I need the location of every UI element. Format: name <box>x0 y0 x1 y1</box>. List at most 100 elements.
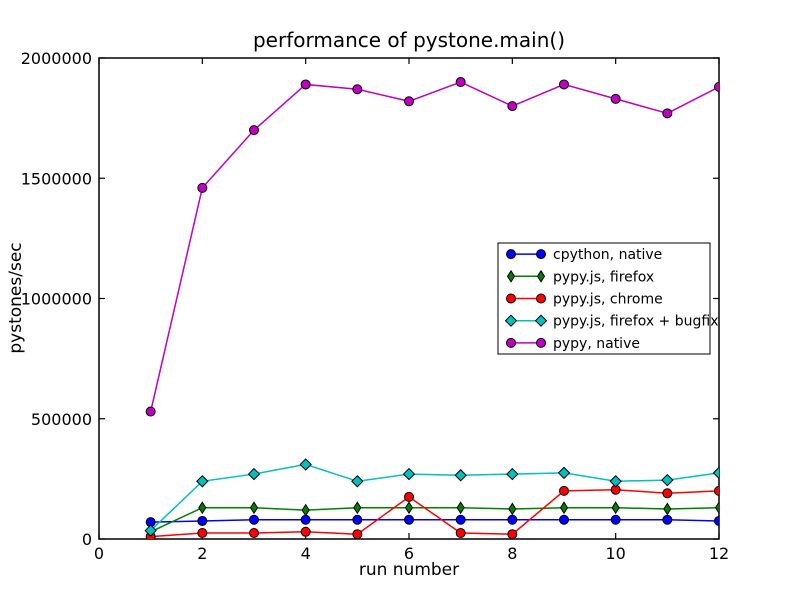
data-point <box>144 524 157 537</box>
legend-item-pypy-js-firefox-bugfix: pypy.js, firefox + bugfix <box>504 314 719 330</box>
data-point <box>301 503 310 517</box>
data-point <box>534 314 548 327</box>
data-point <box>536 269 546 283</box>
chart-title: performance of pystone.main() <box>252 28 566 52</box>
data-point <box>507 514 518 525</box>
data-point <box>559 514 569 525</box>
data-point <box>197 515 208 526</box>
data-point <box>712 466 719 480</box>
data-point <box>198 501 207 515</box>
legend-item-pypy-js-firefox: pypy.js, firefox <box>506 269 654 285</box>
data-point <box>506 293 516 304</box>
legend-item-pypy-native: pypy, native <box>506 336 640 352</box>
series-line <box>149 81 719 412</box>
data-point <box>714 501 719 515</box>
data-point <box>663 502 672 516</box>
x-tick-label: 4 <box>301 544 311 563</box>
x-axis-label: run number <box>358 560 460 580</box>
data-point <box>249 527 259 538</box>
data-point <box>197 182 208 193</box>
data-point <box>197 527 208 538</box>
data-point <box>714 515 719 526</box>
series-pypy-native <box>145 77 719 417</box>
data-point <box>352 514 363 525</box>
data-point <box>455 527 466 538</box>
data-point <box>249 125 259 136</box>
series-line <box>150 506 719 533</box>
data-point <box>536 249 546 260</box>
legend-label: pypy.js, firefox + bugfix <box>553 314 719 330</box>
data-point <box>404 96 414 107</box>
data-point <box>404 514 414 525</box>
data-point <box>352 84 363 95</box>
data-point <box>662 514 673 525</box>
y-tick-label: 0 <box>82 530 92 549</box>
data-point <box>351 475 364 488</box>
y-tick-label: 2000000 <box>21 49 92 68</box>
data-point <box>404 501 414 515</box>
data-point <box>402 467 416 481</box>
legend-label: cpython, native <box>553 247 662 263</box>
legend-item-pypy-js-chrome: pypy.js, chrome <box>506 292 663 308</box>
data-point <box>300 526 311 537</box>
data-point <box>145 406 156 417</box>
data-point <box>661 473 674 487</box>
data-point <box>559 79 569 90</box>
data-point <box>247 467 261 481</box>
data-point <box>610 93 621 104</box>
x-tick-label: 10 <box>605 544 625 563</box>
series-line <box>150 519 719 523</box>
data-point <box>610 514 621 525</box>
legend: cpython, native pypy.js, firefox pypy.js, … <box>497 242 719 355</box>
y-tick-label: 1000000 <box>21 290 92 309</box>
data-point <box>300 514 311 525</box>
data-point <box>353 501 362 515</box>
data-point <box>299 458 312 471</box>
data-point <box>714 485 719 496</box>
data-point <box>507 101 518 112</box>
y-tick-label: 1500000 <box>21 169 92 188</box>
data-point <box>456 501 465 515</box>
series-pypy-js-firefox <box>146 501 719 539</box>
series-line <box>150 463 719 532</box>
data-point <box>249 514 259 525</box>
data-point <box>455 77 466 88</box>
data-point <box>300 79 311 90</box>
data-point <box>249 501 259 515</box>
data-point <box>454 469 467 482</box>
legend-label: pypy.js, firefox <box>553 269 654 285</box>
y-tick-label: 500000 <box>31 410 92 429</box>
x-tick-label: 0 <box>94 544 104 563</box>
data-point <box>506 467 519 481</box>
data-point <box>609 475 622 488</box>
data-point <box>507 529 518 539</box>
data-point <box>506 249 516 260</box>
data-point <box>559 501 569 515</box>
data-point <box>504 314 518 327</box>
legend-label: pypy.js, chrome <box>553 292 663 308</box>
series-cpython-native <box>145 514 719 528</box>
data-point <box>352 529 363 539</box>
data-point <box>536 293 546 304</box>
x-tick-label: 6 <box>404 544 414 563</box>
data-point <box>536 337 546 348</box>
data-point <box>508 502 517 516</box>
data-point <box>404 491 414 502</box>
x-tick-label: 8 <box>507 544 517 563</box>
series-pypy-js-firefox-bugfix <box>144 458 719 537</box>
legend-item-cpython-native: cpython, native <box>506 247 662 263</box>
x-tick-label: 2 <box>197 544 207 563</box>
data-point <box>559 485 569 496</box>
series-pypy-js-chrome <box>145 484 719 539</box>
data-point <box>196 475 209 488</box>
legend-label: pypy, native <box>553 336 640 352</box>
data-point <box>455 514 466 525</box>
series-line <box>150 488 719 538</box>
data-point <box>506 337 516 348</box>
data-point <box>506 269 516 283</box>
data-point <box>662 488 673 499</box>
data-point <box>714 81 719 92</box>
data-point <box>611 501 620 515</box>
